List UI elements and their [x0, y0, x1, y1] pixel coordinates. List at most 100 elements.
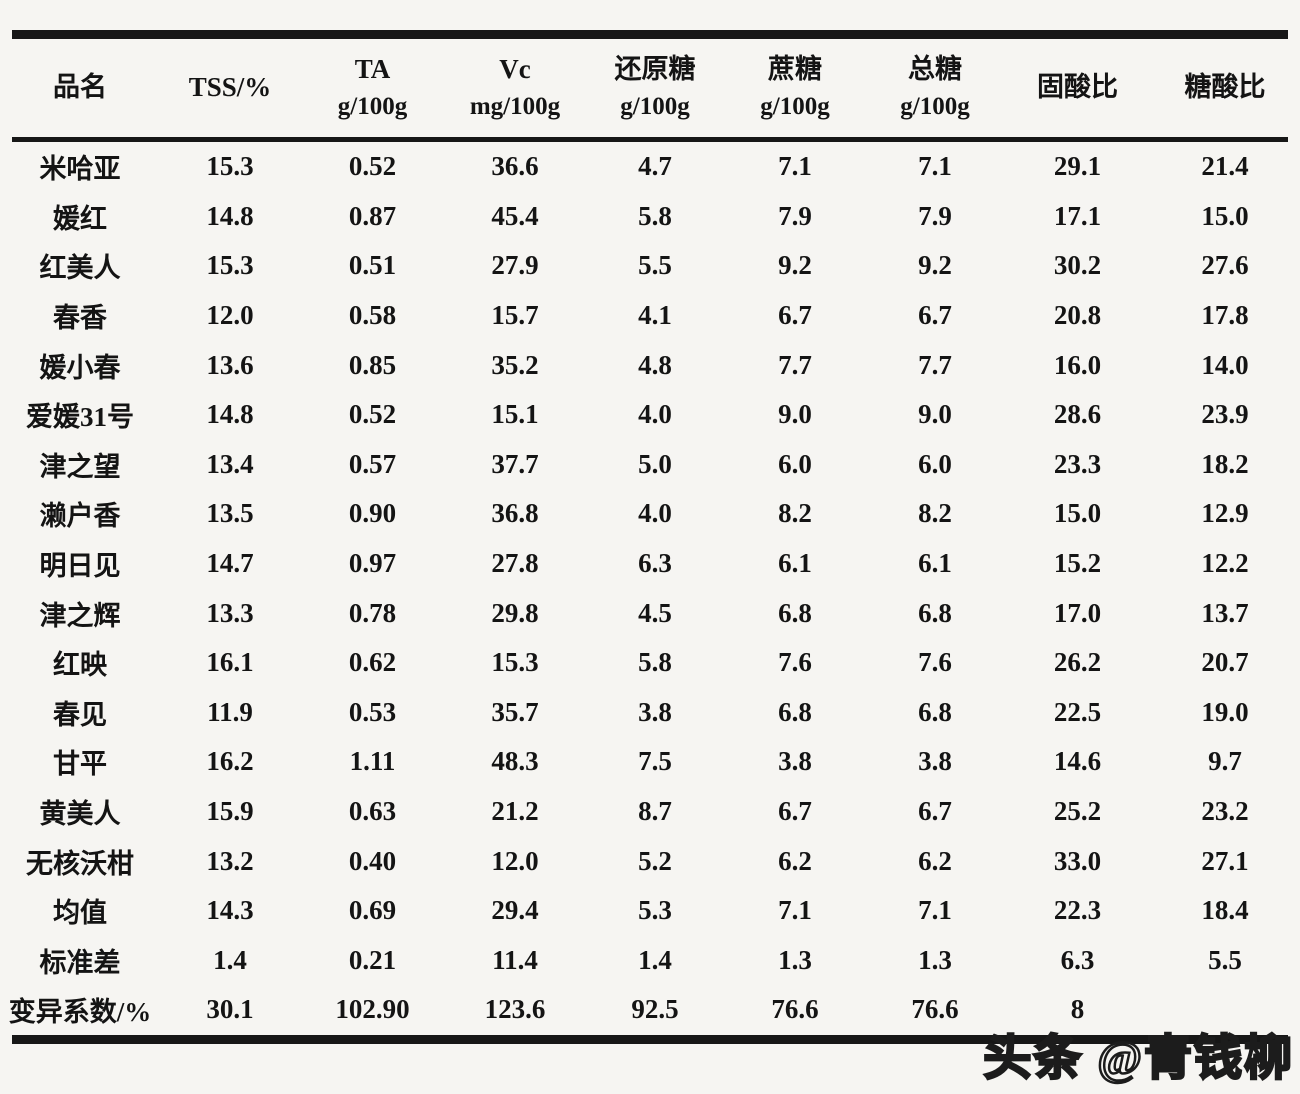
- value-cell: 6.0: [778, 448, 812, 479]
- value-cell: 92.5: [631, 994, 679, 1025]
- value-cell: 0.21: [348, 944, 397, 975]
- value-cell: 7.1: [918, 895, 952, 926]
- value-cell: 0.62: [348, 647, 397, 678]
- column-unit: g/100g: [620, 93, 690, 121]
- value-cell: 23.9: [1201, 399, 1249, 430]
- column-unit: mg/100g: [469, 93, 561, 121]
- value-cell: 9.0: [918, 399, 952, 430]
- column-label: TSS/%: [188, 72, 272, 103]
- value-cell: 22.5: [1053, 696, 1102, 727]
- value-cell: 27.9: [491, 250, 539, 281]
- value-cell: 19.0: [1201, 696, 1249, 727]
- value-cell: 7.7: [918, 349, 952, 380]
- value-cell: 76.6: [911, 994, 959, 1025]
- value-cell: 6.3: [1060, 944, 1095, 975]
- value-cell: 15.1: [491, 399, 539, 430]
- value-cell: 11.4: [492, 944, 538, 975]
- value-cell: 5.5: [638, 250, 672, 281]
- column-label: 品名: [53, 72, 107, 103]
- value-cell: 0.87: [348, 200, 397, 231]
- value-cell: 29.1: [1053, 151, 1102, 182]
- column-label: 糖酸比: [1184, 72, 1266, 103]
- value-cell: 11.9: [207, 696, 253, 727]
- column-header-tss: TSS/%: [160, 39, 300, 137]
- value-cell: 5.2: [638, 845, 672, 876]
- value-cell: 4.7: [638, 151, 672, 182]
- value-cell: 1.4: [638, 944, 672, 975]
- value-cell: 8.2: [918, 498, 952, 529]
- cultivar-name-cell: 媛小春: [39, 352, 121, 383]
- column-label: 固酸比: [1037, 72, 1118, 103]
- value-cell: 0.52: [348, 399, 397, 430]
- table-row: 均值 14.3 0.69 29.4 5.3 7.1 7.1 22.3 18.4: [0, 886, 1300, 936]
- table-row: 媛红 14.8 0.87 45.4 5.8 7.9 7.9 17.1 15.0: [0, 192, 1300, 242]
- value-cell: 17.0: [1053, 597, 1102, 628]
- value-cell: 48.3: [491, 746, 539, 777]
- value-cell: 35.7: [491, 696, 539, 727]
- value-cell: 14.3: [206, 895, 254, 926]
- value-cell: 12.0: [491, 845, 539, 876]
- value-cell: 5.8: [638, 647, 672, 678]
- value-cell: 5.8: [638, 200, 672, 231]
- column-header-sucrose: 蔗糖 g/100g: [725, 39, 865, 137]
- column-header-pinming: 品名: [0, 39, 160, 137]
- cultivar-name-cell: 春见: [53, 699, 107, 730]
- value-cell: 13.2: [206, 845, 254, 876]
- value-cell: 25.2: [1053, 796, 1102, 827]
- value-cell: 8.7: [638, 796, 672, 827]
- value-cell: 6.8: [778, 696, 812, 727]
- table-header-row: 品名 TSS/% TA g/100g Vc mg/100g 还原糖 g/100g…: [0, 39, 1300, 137]
- value-cell: 9.2: [778, 250, 812, 281]
- cultivar-name-cell: 津之辉: [39, 600, 121, 631]
- value-cell: 0.52: [348, 151, 397, 182]
- value-cell: 27.8: [491, 548, 539, 579]
- value-cell: 20.8: [1053, 300, 1102, 331]
- value-cell: 12.2: [1201, 548, 1249, 579]
- column-header-reducing-sugar: 还原糖 g/100g: [585, 39, 725, 137]
- value-cell: 16.1: [206, 647, 254, 678]
- table-row: 黄美人 15.9 0.63 21.2 8.7 6.7 6.7 25.2 23.2: [0, 787, 1300, 837]
- cultivar-name-cell: 明日见: [39, 551, 121, 582]
- cultivar-name-cell: 变异系数/%: [8, 997, 152, 1028]
- table-row: 米哈亚 15.3 0.52 36.6 4.7 7.1 7.1 29.1 21.4: [0, 142, 1300, 192]
- value-cell: 1.4: [213, 944, 247, 975]
- value-cell: 12.9: [1201, 498, 1249, 529]
- value-cell: 15.3: [206, 250, 254, 281]
- value-cell: 13.7: [1201, 597, 1249, 628]
- cultivar-name-cell: 甘平: [53, 749, 107, 780]
- value-cell: 3.8: [778, 746, 812, 777]
- value-cell: 9.0: [778, 399, 812, 430]
- value-cell: 8: [1070, 994, 1085, 1025]
- value-cell: 15.0: [1201, 200, 1249, 231]
- value-cell: 7.5: [638, 746, 672, 777]
- value-cell: 76.6: [771, 994, 819, 1025]
- cultivar-name-cell: 红美人: [39, 253, 121, 284]
- value-cell: 26.2: [1053, 647, 1102, 678]
- value-cell: 35.2: [491, 349, 539, 380]
- table-top-rule: [12, 30, 1288, 39]
- value-cell: 0.97: [348, 548, 397, 579]
- column-label: TA: [354, 54, 391, 85]
- value-cell: 37.7: [491, 448, 539, 479]
- value-cell: 13.6: [206, 349, 254, 380]
- cultivar-name-cell: 无核沃柑: [26, 848, 134, 879]
- value-cell: 13.3: [206, 597, 254, 628]
- value-cell: 1.3: [778, 944, 812, 975]
- value-cell: 12.0: [206, 300, 254, 331]
- cultivar-name-cell: 米哈亚: [39, 154, 121, 185]
- value-cell: 7.1: [778, 151, 812, 182]
- table-row: 标准差 1.4 0.21 11.4 1.4 1.3 1.3 6.3 5.5: [0, 936, 1300, 986]
- value-cell: 15.2: [1053, 548, 1102, 579]
- cultivar-name-cell: 标准差: [39, 947, 121, 978]
- column-header-total-sugar: 总糖 g/100g: [865, 39, 1005, 137]
- value-cell: 5.3: [638, 895, 672, 926]
- column-label: 总糖: [908, 54, 962, 85]
- value-cell: 6.8: [918, 597, 952, 628]
- cultivar-name-cell: 爱媛31号: [26, 402, 134, 433]
- value-cell: 0.69: [348, 895, 397, 926]
- value-cell: 123.6: [484, 994, 546, 1025]
- column-unit: g/100g: [760, 93, 830, 121]
- value-cell: 23.2: [1201, 796, 1249, 827]
- value-cell: 6.7: [918, 300, 952, 331]
- value-cell: 6.1: [778, 548, 812, 579]
